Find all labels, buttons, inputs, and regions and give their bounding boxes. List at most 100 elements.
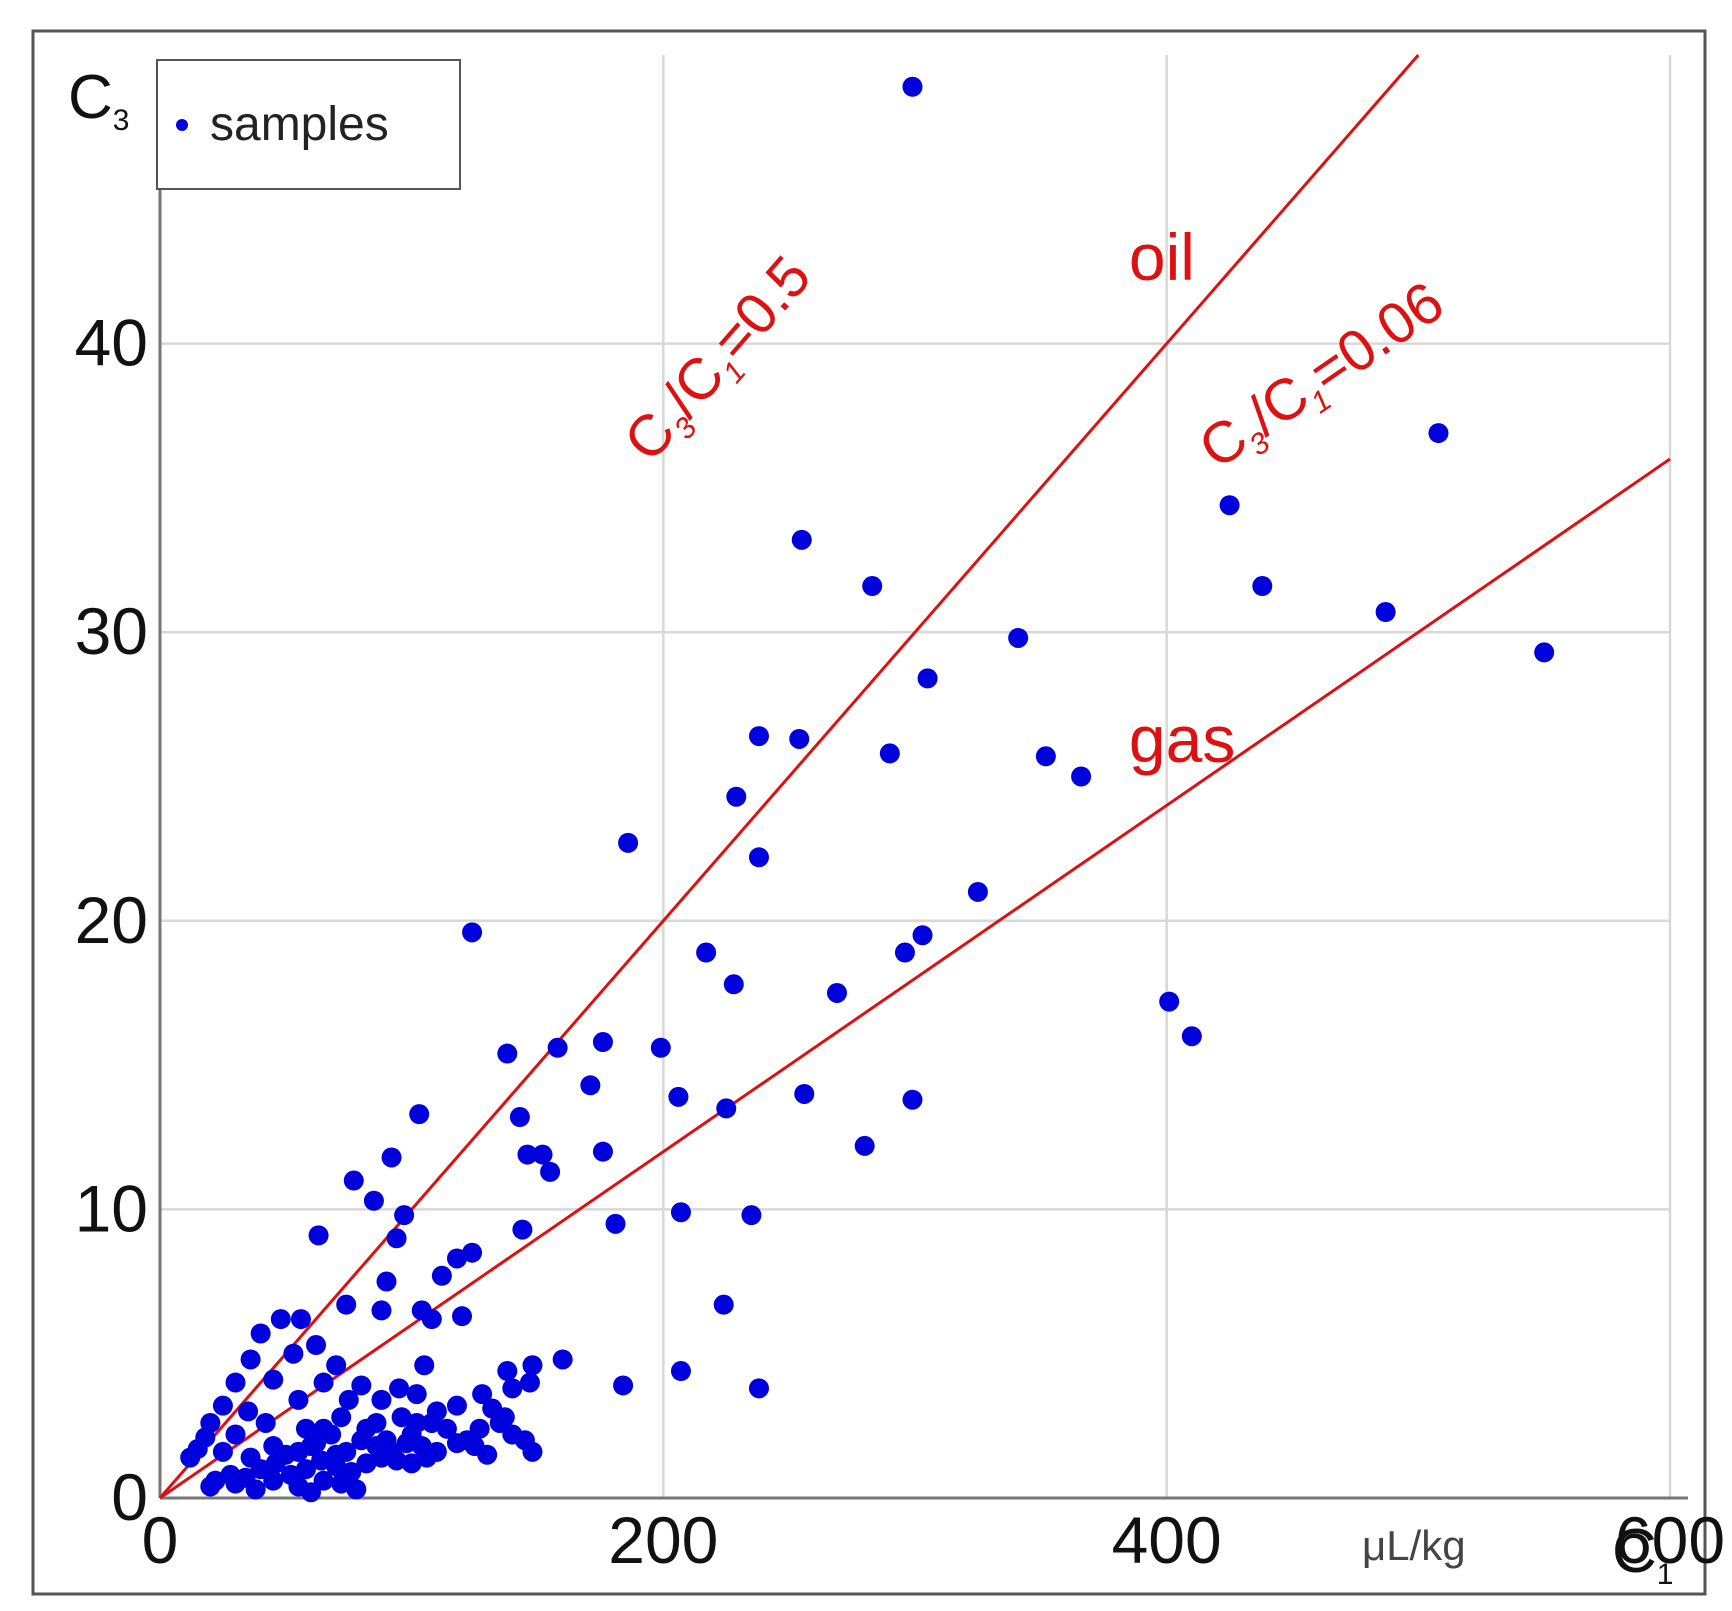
data-point: [212, 1441, 233, 1462]
data-point: [406, 1384, 427, 1405]
data-point: [457, 1430, 478, 1451]
data-point: [670, 1202, 691, 1223]
data-point: [494, 1407, 515, 1428]
legend-box: [156, 59, 461, 190]
data-point: [295, 1459, 316, 1480]
data-point: [862, 576, 883, 597]
data-point: [200, 1476, 221, 1497]
data-point: [1181, 1026, 1202, 1047]
data-point: [1035, 746, 1056, 767]
data-point: [306, 1335, 327, 1356]
data-point: [497, 1043, 518, 1064]
data-point: [1071, 766, 1092, 787]
data-point: [416, 1447, 437, 1468]
data-point: [716, 1098, 737, 1119]
data-point: [519, 1372, 540, 1393]
data-point: [245, 1479, 266, 1500]
data-point: [263, 1369, 284, 1390]
data-point: [409, 1104, 430, 1125]
data-point: [1252, 576, 1273, 597]
data-point: [1428, 423, 1449, 444]
data-point: [741, 1205, 762, 1226]
data-point: [431, 1265, 452, 1286]
data-point: [522, 1441, 543, 1462]
tick-labels: 0 200 400 600 0 10 20 30 40: [75, 306, 1725, 1577]
data-point: [1159, 991, 1180, 1012]
data-point: [311, 1450, 332, 1471]
data-point: [343, 1170, 364, 1191]
data-point: [421, 1309, 442, 1330]
data-point: [748, 1378, 769, 1399]
data-point: [238, 1401, 259, 1422]
data-point: [509, 1107, 530, 1128]
data-point: [376, 1271, 397, 1292]
data-point: [301, 1436, 321, 1457]
data-point: [1008, 627, 1029, 648]
data-point: [613, 1375, 634, 1396]
data-point: [1219, 495, 1240, 516]
data-point: [225, 1424, 246, 1445]
data-point: [338, 1389, 359, 1410]
data-point: [1375, 601, 1396, 622]
y-axis-label-sub: 3: [113, 104, 130, 137]
data-point: [275, 1444, 296, 1465]
data-point: [789, 728, 810, 749]
data-point: [794, 1083, 815, 1104]
data-point: [386, 1450, 407, 1471]
axes: [158, 90, 1688, 1500]
data-points: [180, 76, 1555, 1503]
data-point: [376, 1430, 397, 1451]
data-point: [668, 1086, 689, 1107]
data-point: [295, 1418, 316, 1439]
x-tick-label: 400: [1112, 1503, 1222, 1577]
data-point: [592, 1032, 613, 1053]
data-point: [240, 1349, 261, 1370]
data-point: [225, 1473, 246, 1494]
data-point: [255, 1412, 276, 1433]
data-point: [748, 847, 769, 868]
data-point: [331, 1407, 352, 1428]
data-point: [532, 1144, 553, 1165]
x-tick-label: 200: [608, 1503, 718, 1577]
data-point: [552, 1349, 573, 1370]
data-point: [469, 1418, 490, 1439]
data-point: [394, 1205, 415, 1226]
data-point: [225, 1372, 246, 1393]
data-point: [326, 1355, 347, 1376]
data-point: [263, 1470, 284, 1491]
y-tick-label: 20: [75, 883, 148, 957]
region-label-gas: gas: [1129, 702, 1235, 776]
legend-label: samples: [210, 98, 389, 151]
data-point: [854, 1135, 875, 1156]
data-point: [826, 982, 847, 1003]
data-point: [371, 1300, 392, 1321]
data-point: [381, 1147, 402, 1168]
y-tick-label: 30: [75, 594, 148, 668]
data-point: [363, 1190, 384, 1211]
data-point: [902, 1089, 923, 1110]
data-point: [406, 1412, 427, 1433]
data-point: [313, 1372, 334, 1393]
data-point: [580, 1075, 601, 1096]
data-point: [879, 743, 900, 764]
data-point: [371, 1447, 392, 1468]
y-axis-label-main: C: [68, 63, 113, 132]
data-point: [472, 1384, 493, 1405]
data-point: [517, 1144, 538, 1165]
legend-marker: [176, 119, 188, 131]
data-point: [386, 1228, 407, 1249]
x-tick-label: 600: [1615, 1503, 1725, 1577]
data-point: [308, 1225, 329, 1246]
data-point: [250, 1459, 271, 1480]
data-point: [290, 1309, 311, 1330]
ratio-line: [158, 54, 1420, 1499]
data-point: [313, 1470, 334, 1491]
data-point: [389, 1378, 410, 1399]
y-axis-label: C3: [68, 63, 129, 137]
x-axis-label-sub: 1: [1657, 1558, 1674, 1591]
region-label-oil: oil: [1129, 220, 1195, 294]
data-point: [270, 1309, 291, 1330]
data-point: [592, 1141, 613, 1162]
data-point: [195, 1427, 216, 1448]
